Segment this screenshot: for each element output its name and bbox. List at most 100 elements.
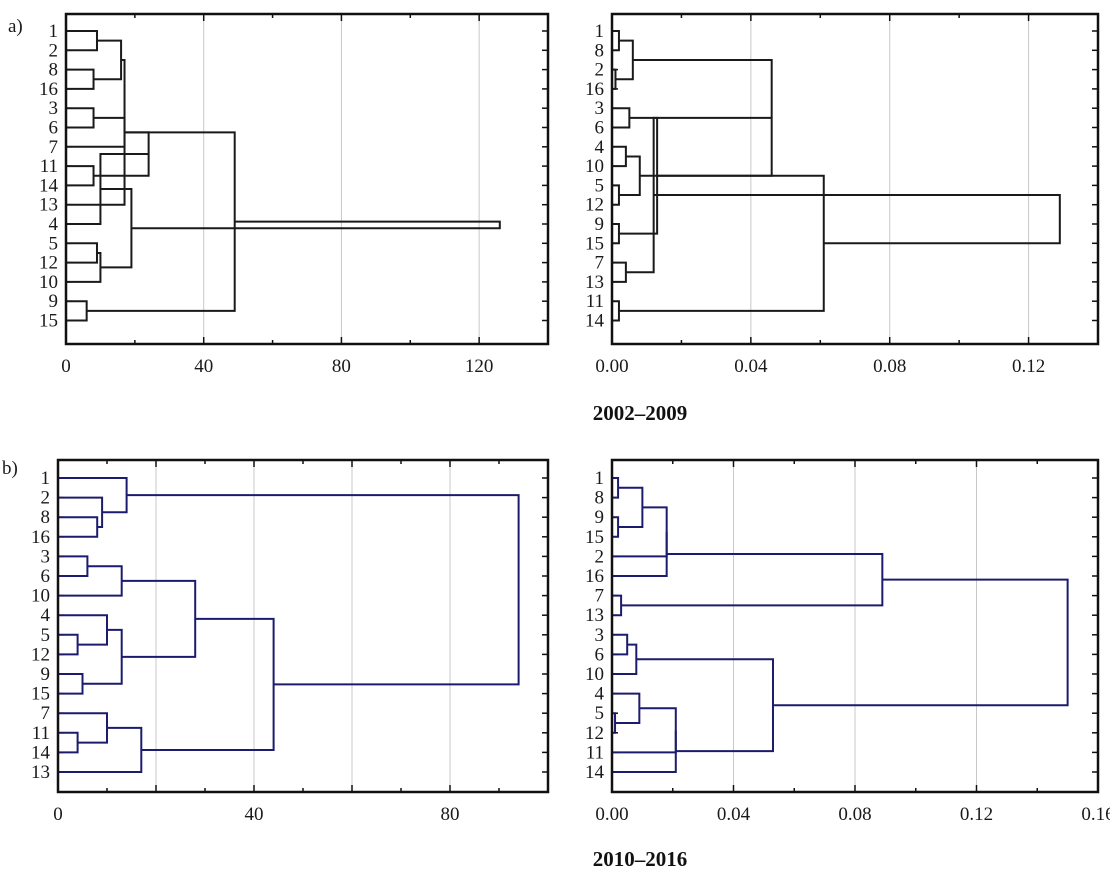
dendrogram-link <box>612 707 677 754</box>
plot-frame <box>56 458 550 794</box>
leaf-label: 9 <box>595 507 605 528</box>
dendrogram-link <box>86 131 236 312</box>
dendrogram-link <box>636 658 774 753</box>
leaf-label: 10 <box>585 156 604 177</box>
leaf-label: 13 <box>585 605 604 626</box>
leaf-label: 13 <box>31 762 50 783</box>
x-tick-label: 0.04 <box>734 356 768 377</box>
dendrogram-link <box>66 300 88 322</box>
leaf-label: 13 <box>39 195 58 216</box>
leaf-label: 16 <box>31 527 50 548</box>
leaf-label: 3 <box>595 98 605 119</box>
x-tick-label: 40 <box>194 356 213 377</box>
leaf-label: 6 <box>595 644 605 665</box>
dendrogram-link <box>618 174 825 312</box>
leaf-label: 5 <box>595 703 605 724</box>
x-tick-label: 80 <box>332 356 351 377</box>
panel-label-b: b) <box>2 458 18 479</box>
dendrogram-link <box>58 726 143 773</box>
dendrogram-link <box>618 155 641 197</box>
leaf-label: 2 <box>41 488 51 509</box>
leaf-label: 3 <box>41 546 51 567</box>
x-tick-label: 0.08 <box>838 804 871 825</box>
leaf-label: 12 <box>585 195 604 216</box>
leaf-label: 7 <box>41 703 51 724</box>
leaf-label: 15 <box>39 311 58 332</box>
dendrogram-link <box>612 712 617 734</box>
dendrogram-link <box>66 116 126 148</box>
dendrogram-link <box>66 251 102 283</box>
leaf-label: 7 <box>595 253 605 274</box>
leaf-label: 14 <box>31 742 51 763</box>
dendrogram-link <box>58 477 128 514</box>
dendrogram-link <box>58 673 84 695</box>
dendrogram-link <box>131 220 501 230</box>
dendrogram-link <box>58 565 123 597</box>
dendrogram-link <box>58 633 79 656</box>
leaf-label: 14 <box>585 311 605 332</box>
dendrogram-link <box>82 628 123 685</box>
dendrogram-link <box>612 692 641 724</box>
dendrogram-link <box>612 68 617 90</box>
dendrogram-link <box>58 516 99 538</box>
leaf-label: 13 <box>585 272 604 293</box>
leaf-label: 16 <box>585 79 604 100</box>
dendrogram-panel-b-2: 0.00 0.04 0.08 0.12 0.1618915216713361045121… <box>585 458 1110 825</box>
leaf-label: 6 <box>41 566 51 587</box>
leaf-label: 7 <box>595 586 605 607</box>
leaf-label: 4 <box>595 684 605 705</box>
leaf-label: 1 <box>595 21 605 42</box>
dendrogram-link <box>121 579 197 658</box>
dendrogram-link <box>58 731 79 754</box>
leaf-label: 6 <box>595 118 605 139</box>
dendrogram-link <box>612 506 668 558</box>
x-tick-label: 0 <box>61 356 71 377</box>
leaf-label: 4 <box>49 214 59 235</box>
leaf-label: 7 <box>49 137 59 158</box>
leaf-label: 14 <box>585 762 605 783</box>
leaf-label: 11 <box>586 742 604 763</box>
leaf-label: 11 <box>40 156 58 177</box>
dendrogram-link <box>66 165 95 187</box>
leaf-label: 14 <box>39 175 59 196</box>
dendrogram-link <box>66 107 95 129</box>
plot-frame <box>610 12 1100 346</box>
dendrogram-link <box>612 145 627 168</box>
x-tick-label: 40 <box>245 804 264 825</box>
leaf-label: 2 <box>49 40 59 61</box>
dendrogram-link <box>58 712 108 744</box>
dendrogram-link <box>66 242 98 264</box>
panel-label-a: a) <box>8 16 23 37</box>
dendrogram-link <box>58 496 104 528</box>
leaf-label: 6 <box>49 118 59 139</box>
leaf-label: 10 <box>31 586 50 607</box>
period-label-b: 2010–2016 <box>593 847 688 871</box>
leaf-label: 11 <box>32 723 50 744</box>
leaf-label: 4 <box>41 605 51 626</box>
leaf-label: 10 <box>585 664 604 685</box>
leaf-label: 8 <box>595 488 605 509</box>
leaf-label: 15 <box>585 527 604 548</box>
leaf-label: 12 <box>585 723 604 744</box>
x-tick-label: 0.08 <box>873 356 906 377</box>
x-tick-label: 0 <box>53 804 63 825</box>
dendrogram-link <box>66 30 98 52</box>
dendrogram-link <box>772 578 1069 707</box>
dendrogram-link <box>612 261 627 283</box>
period-label-a: 2002–2009 <box>593 401 688 425</box>
leaf-label: 8 <box>41 507 51 528</box>
leaf-label: 10 <box>39 272 58 293</box>
leaf-label: 5 <box>49 233 59 254</box>
plot-frame <box>610 458 1100 794</box>
leaf-label: 12 <box>31 644 50 665</box>
dendrogram-link <box>612 531 668 577</box>
leaf-label: 11 <box>586 291 604 312</box>
leaf-label: 8 <box>595 40 605 61</box>
dendrogram-link <box>612 107 631 129</box>
leaf-label: 9 <box>41 664 51 685</box>
leaf-label: 16 <box>39 79 58 100</box>
dendrogram-link <box>618 486 644 528</box>
